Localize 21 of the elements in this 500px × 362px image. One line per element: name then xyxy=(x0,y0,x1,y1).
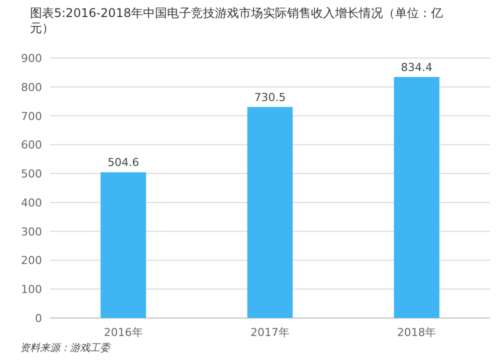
y-tick-label: 500 xyxy=(21,168,42,181)
y-tick-label: 100 xyxy=(21,283,42,296)
data-label: 730.5 xyxy=(254,90,286,104)
y-tick-label: 700 xyxy=(21,110,42,123)
y-tick-label: 300 xyxy=(21,225,42,238)
y-tick-label: 600 xyxy=(21,138,42,152)
x-tick-label: 2017年 xyxy=(250,326,290,339)
bar xyxy=(394,76,440,318)
bar xyxy=(100,172,146,318)
x-tick-label: 2016年 xyxy=(104,326,143,339)
bar xyxy=(247,106,293,318)
text: 资料来源：游戏工委 xyxy=(20,342,110,355)
y-tick-label: 900 xyxy=(21,52,42,65)
y-tick-label: 200 xyxy=(21,254,42,268)
data-label: 834.4 xyxy=(400,60,432,74)
y-tick-label: 800 xyxy=(21,80,42,94)
x-tick-label: 2018年 xyxy=(397,326,436,339)
y-tick-label: 0 xyxy=(35,312,42,325)
chart-title: 图表5:2016-2018年中国电子竞技游戏市场实际销售收入增长情况（单位：亿元） xyxy=(30,6,444,36)
y-tick-label: 400 xyxy=(21,196,42,210)
data-label: 504.6 xyxy=(108,156,140,170)
